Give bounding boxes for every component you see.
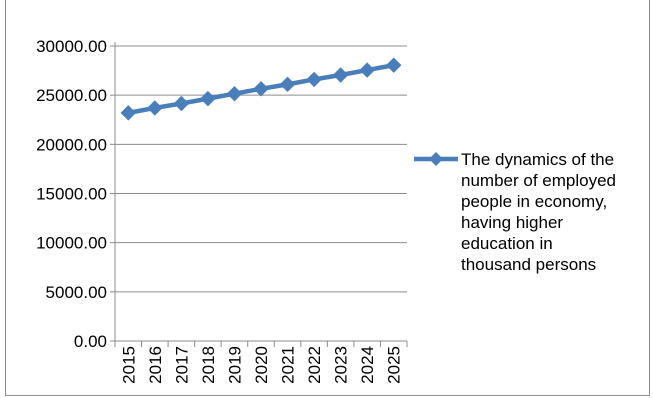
y-tick-label: 20000.00 <box>36 135 107 154</box>
x-tick-label: 2018 <box>199 346 218 384</box>
y-tick-label: 5000.00 <box>46 283 107 302</box>
data-point-marker <box>306 71 322 88</box>
data-point-marker <box>359 62 375 78</box>
legend-label-line: The dynamics of the <box>461 150 614 169</box>
legend-label-line: people in economy, <box>461 192 607 211</box>
y-tick-label: 30000.00 <box>36 37 107 56</box>
data-point-marker <box>147 100 163 116</box>
data-point-marker <box>120 105 136 121</box>
x-tick-label: 2017 <box>172 346 191 384</box>
legend-label-line: number of employed <box>461 171 616 190</box>
y-tick-label: 25000.00 <box>36 86 107 105</box>
data-point-marker <box>173 95 190 112</box>
x-tick-label: 2022 <box>305 346 324 384</box>
data-point-marker <box>253 81 269 97</box>
x-tick-label: 2019 <box>225 346 244 384</box>
y-tick-label: 10000.00 <box>36 234 107 253</box>
legend-label-line: having higher <box>461 213 563 232</box>
x-tick-label: 2015 <box>119 346 138 384</box>
x-tick-label: 2023 <box>332 346 351 384</box>
x-tick-label: 2016 <box>146 346 165 384</box>
chart-frame <box>5 0 650 396</box>
y-tick-label: 0.00 <box>74 332 107 351</box>
legend-marker <box>429 152 443 166</box>
x-tick-label: 2024 <box>358 346 377 384</box>
legend-label-line: education in <box>461 234 553 253</box>
x-tick-label: 2020 <box>252 346 271 384</box>
x-tick-label: 2021 <box>279 346 298 384</box>
data-point-marker <box>200 90 216 107</box>
y-tick-label: 15000.00 <box>36 185 107 204</box>
data-point-marker <box>279 76 296 93</box>
data-point-marker <box>386 57 402 73</box>
data-point-marker <box>226 85 243 102</box>
legend-label-line: thousand persons <box>461 255 596 274</box>
data-point-marker <box>332 67 349 83</box>
x-tick-label: 2025 <box>385 346 404 384</box>
legend-label: The dynamics of the number of employed peo… <box>461 150 616 274</box>
